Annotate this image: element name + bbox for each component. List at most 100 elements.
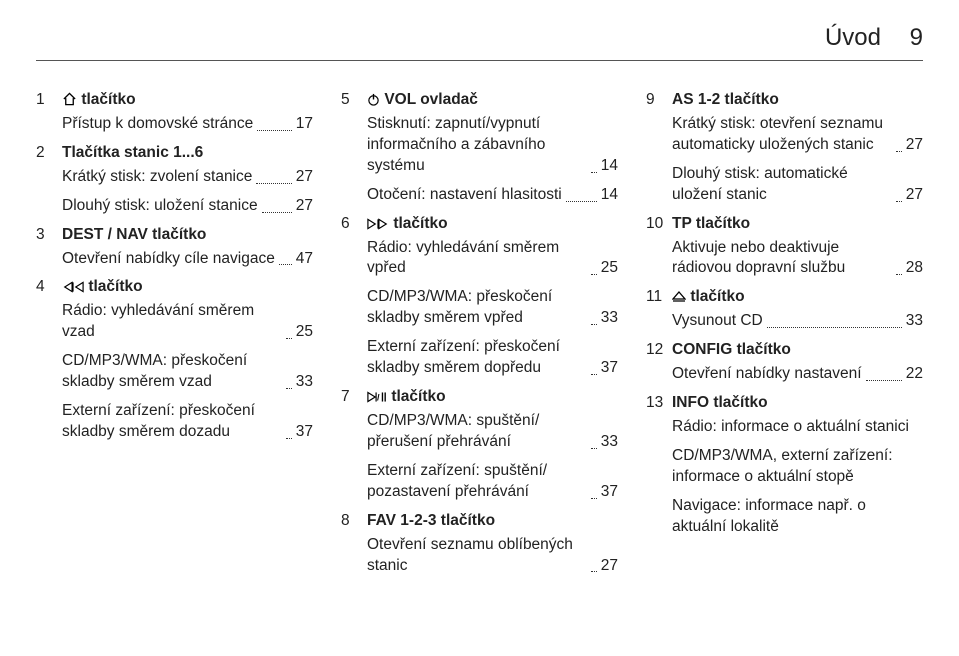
power-icon <box>367 93 380 106</box>
ref-line: CD/MP3/WMA: spuštění/ přerušení přehrává… <box>367 411 618 453</box>
ref-line: Navigace: informace např. o aktuální lok… <box>672 496 923 538</box>
entry-4: 4 tlačítko <box>36 277 313 298</box>
ref-line: Otevření seznamu oblíbených stanic 27 <box>367 535 618 577</box>
leader-dots <box>591 274 597 275</box>
ref-text: Vysunout CD <box>672 311 763 332</box>
entry-label: tlačítko <box>672 287 923 308</box>
entry-13: 13 INFO tlačítko <box>646 393 923 414</box>
entry-label: INFO tlačítko <box>672 393 923 414</box>
ref-page: 47 <box>296 249 313 270</box>
entry-label: TP tlačítko <box>672 214 923 235</box>
ref-page: 37 <box>601 482 618 503</box>
ref-text: Dlouhý stisk: uložení stanice <box>62 196 258 217</box>
ref-text: Externí zařízení: přeskočení skladby smě… <box>367 337 587 379</box>
header-rule <box>36 60 923 61</box>
entry-label: tlačítko <box>62 90 313 111</box>
ref-text: Otevření nabídky nastavení <box>672 364 862 385</box>
leader-dots <box>257 130 292 131</box>
ref-text: Rádio: vyhledávání směrem vpřed <box>367 238 587 280</box>
entry-3-sub: Otevření nabídky cíle navigace 47 <box>62 249 313 270</box>
ref-line: Přístup k domovské stránce 17 <box>62 114 313 135</box>
ref-page: 33 <box>601 432 618 453</box>
page-number: 9 <box>910 24 923 51</box>
entry-5-sub2: Otočení: nastavení hlasitosti 14 <box>367 185 618 206</box>
ref-text: Navigace: informace např. o aktuální lok… <box>672 496 923 538</box>
home-icon <box>62 92 77 106</box>
entry-label: VOL ovladač <box>367 90 618 111</box>
ref-line: Aktivuje nebo deaktivuje rádiovou doprav… <box>672 238 923 280</box>
entry-13-sub1: Rádio: informace o aktuální stanici <box>672 417 923 438</box>
entry-number: 10 <box>646 214 672 235</box>
entry-4-sub1: Rádio: vyhledávání směrem vzad 25 <box>62 301 313 343</box>
entry-label-text: VOL ovladač <box>384 91 478 108</box>
document-page: Úvod 9 1 tlačítko Přístup k domovské str… <box>0 0 959 656</box>
entry-9-sub1: Krátký stisk: otevření seznamu automatic… <box>672 114 923 156</box>
ref-page: 22 <box>906 364 923 385</box>
entry-2: 2 Tlačítka stanic 1...6 <box>36 143 313 164</box>
entry-number: 1 <box>36 90 62 111</box>
ref-text: Krátký stisk: zvolení stanice <box>62 167 252 188</box>
rewind-icon <box>62 281 84 293</box>
entry-number: 13 <box>646 393 672 414</box>
ref-line: CD/MP3/WMA: přeskočení skladby směrem vz… <box>62 351 313 393</box>
ref-page: 33 <box>601 308 618 329</box>
entry-11-sub1: Vysunout CD 33 <box>672 311 923 332</box>
entry-number: 4 <box>36 277 62 298</box>
leader-dots <box>286 338 292 339</box>
leader-dots <box>591 324 597 325</box>
entry-8: 8 FAV 1-2-3 tlačítko <box>341 511 618 532</box>
ref-page: 33 <box>906 311 923 332</box>
leader-dots <box>566 201 597 202</box>
entry-number: 9 <box>646 90 672 111</box>
leader-dots <box>591 571 597 572</box>
ref-line: Rádio: vyhledávání směrem vpřed 25 <box>367 238 618 280</box>
ref-page: 37 <box>296 422 313 443</box>
entry-7-sub2: Externí zařízení: spuštění/ pozastavení … <box>367 461 618 503</box>
entry-8-sub1: Otevření seznamu oblíbených stanic 27 <box>367 535 618 577</box>
ref-text: CD/MP3/WMA, externí zařízení: informace … <box>672 446 923 488</box>
ref-text: CD/MP3/WMA: přeskočení skladby směrem vz… <box>62 351 282 393</box>
ref-page: 14 <box>601 185 618 206</box>
ref-line: CD/MP3/WMA: přeskočení skladby směrem vp… <box>367 287 618 329</box>
page-header: Úvod 9 <box>825 24 923 52</box>
ref-text: Aktivuje nebo deaktivuje rádiovou doprav… <box>672 238 892 280</box>
entry-number: 8 <box>341 511 367 532</box>
ref-text: CD/MP3/WMA: spuštění/ přerušení přehrává… <box>367 411 587 453</box>
entry-2-sub2: Dlouhý stisk: uložení stanice 27 <box>62 196 313 217</box>
leader-dots <box>896 151 902 152</box>
entry-label: CONFIG tlačítko <box>672 340 923 361</box>
ref-line: Rádio: vyhledávání směrem vzad 25 <box>62 301 313 343</box>
entry-label: tlačítko <box>367 214 618 235</box>
entry-12: 12 CONFIG tlačítko <box>646 340 923 361</box>
leader-dots <box>767 327 902 328</box>
leader-dots <box>256 183 291 184</box>
ref-line: Vysunout CD 33 <box>672 311 923 332</box>
ref-text: Rádio: vyhledávání směrem vzad <box>62 301 282 343</box>
entry-6: 6 tlačítko <box>341 214 618 235</box>
leader-dots <box>591 498 597 499</box>
entry-1: 1 tlačítko <box>36 90 313 111</box>
ref-page: 25 <box>601 258 618 279</box>
entry-4-sub3: Externí zařízení: přeskočení skladby smě… <box>62 401 313 443</box>
ref-line: CD/MP3/WMA, externí zařízení: informace … <box>672 446 923 488</box>
entry-7-sub1: CD/MP3/WMA: spuštění/ přerušení přehrává… <box>367 411 618 453</box>
ref-text: Externí zařízení: přeskočení skladby smě… <box>62 401 282 443</box>
entry-3: 3 DEST / NAV tlačítko <box>36 225 313 246</box>
ref-line: Dlouhý stisk: uložení stanice 27 <box>62 196 313 217</box>
ref-text: Otevření nabídky cíle navigace <box>62 249 275 270</box>
leader-dots <box>286 388 292 389</box>
entry-12-sub1: Otevření nabídky nastavení 22 <box>672 364 923 385</box>
ref-line: Otevření nabídky nastavení 22 <box>672 364 923 385</box>
entry-5-sub1: Stisknutí: zapnutí/vypnutí informačního … <box>367 114 618 177</box>
entry-6-sub3: Externí zařízení: přeskočení skladby smě… <box>367 337 618 379</box>
ref-line: Otevření nabídky cíle navigace 47 <box>62 249 313 270</box>
entry-label-text: tlačítko <box>690 288 744 305</box>
entry-label: AS 1-2 tlačítko <box>672 90 923 111</box>
ref-page: 27 <box>906 185 923 206</box>
ref-page: 27 <box>296 196 313 217</box>
ref-line: Externí zařízení: přeskočení skladby smě… <box>367 337 618 379</box>
entry-number: 6 <box>341 214 367 235</box>
entry-10: 10 TP tlačítko <box>646 214 923 235</box>
entry-label: DEST / NAV tlačítko <box>62 225 313 246</box>
columns: 1 tlačítko Přístup k domovské stránce 17… <box>36 90 923 636</box>
